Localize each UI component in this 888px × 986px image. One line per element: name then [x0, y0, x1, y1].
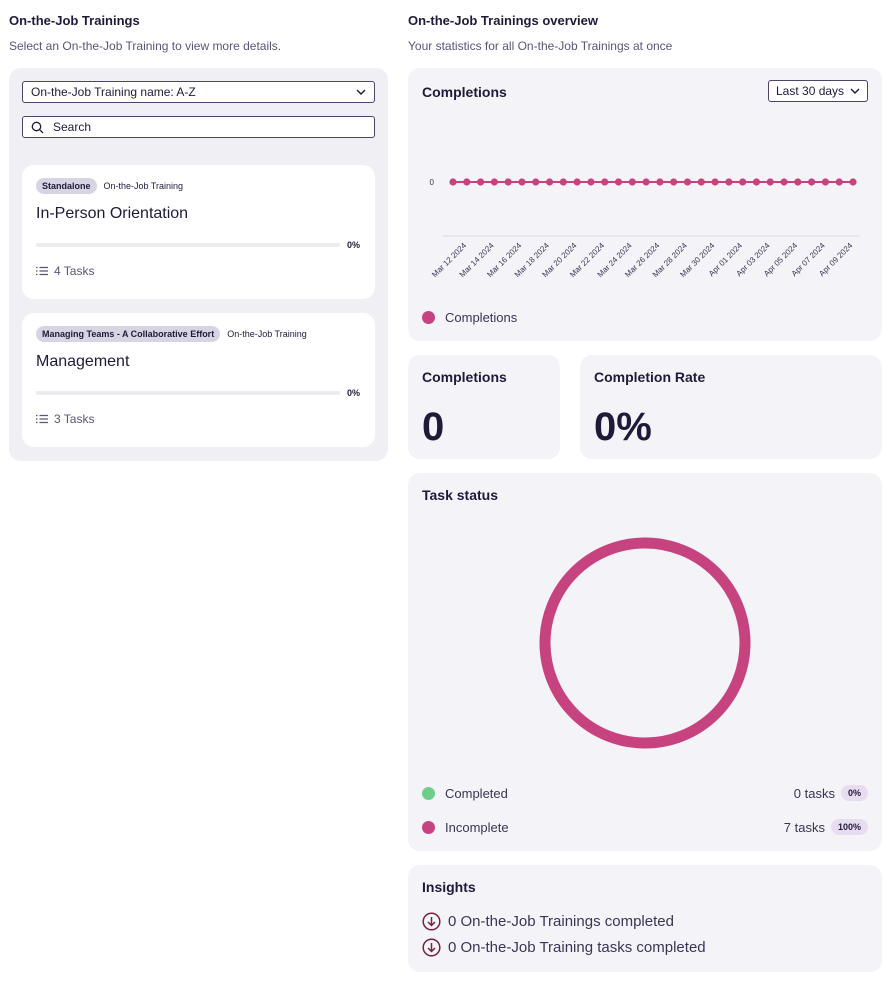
completion-rate-card: Completion Rate 0%	[580, 355, 882, 459]
insight-item: 0 On-the-Job Training tasks completed	[422, 938, 706, 957]
chevron-down-icon	[356, 89, 366, 95]
data-point	[766, 178, 774, 186]
task-status-title: Task status	[422, 487, 498, 503]
data-point	[559, 178, 567, 186]
progress-label: 0%	[347, 240, 361, 250]
section-subtitle: Select an On-the-Job Training to view mo…	[9, 39, 282, 53]
completions-chart-card: Completions Last 30 days 0 Mar 12 2024 Mar…	[408, 68, 882, 341]
legend-label: Completions	[445, 310, 518, 325]
status-percent: 100%	[830, 819, 868, 835]
stat-value: 0%	[594, 405, 652, 449]
status-count: 7 tasks	[783, 819, 825, 835]
status-label: Completed	[445, 785, 508, 801]
trainings-panel: On-the-Job Training name: A-Z Search Sta…	[9, 68, 388, 461]
data-point	[504, 178, 512, 186]
data-point	[518, 178, 526, 186]
progress-bar	[36, 391, 340, 395]
training-badge: Standalone	[36, 178, 97, 194]
data-point	[601, 178, 609, 186]
training-tasks: 4 Tasks	[36, 264, 94, 278]
data-point	[449, 178, 457, 186]
data-point	[794, 178, 802, 186]
section-title: On-the-Job Trainings	[9, 13, 140, 28]
status-completed-row: Completed 0 tasks 0%	[422, 785, 868, 801]
chart-legend: Completions	[422, 310, 517, 325]
data-point	[780, 178, 788, 186]
data-point	[739, 178, 747, 186]
data-point	[808, 178, 816, 186]
chart-title: Completions	[422, 84, 507, 100]
tasks-count: 4 Tasks	[54, 264, 95, 278]
task-status-card: Task status Completed 0 tasks 0% Incompl…	[408, 473, 882, 851]
data-point	[476, 178, 485, 186]
sort-select-value: On-the-Job Training name: A-Z	[31, 85, 196, 99]
insight-item: 0 On-the-Job Trainings completed	[422, 912, 674, 931]
progress-bar	[36, 243, 340, 247]
section-title: On-the-Job Trainings overview	[408, 13, 598, 28]
search-input[interactable]: Search	[22, 116, 375, 138]
training-title: In-Person Orientation	[36, 205, 189, 222]
training-badge: Managing Teams - A Collaborative Effort	[36, 326, 221, 342]
section-subtitle: Your statistics for all On-the-Job Train…	[408, 39, 673, 53]
data-point	[697, 178, 705, 186]
search-placeholder: Search	[53, 120, 92, 134]
training-card[interactable]: Managing Teams - A Collaborative Effort …	[22, 313, 375, 447]
y-tick-label: 0	[430, 178, 435, 187]
search-icon	[31, 121, 44, 134]
data-point	[573, 178, 581, 186]
data-point	[614, 178, 623, 186]
training-title: Management	[36, 353, 130, 370]
data-point	[532, 178, 540, 186]
insight-text: 0 On-the-Job Training tasks completed	[448, 939, 706, 956]
list-icon	[36, 266, 48, 276]
insights-card: Insights 0 On-the-Job Trainings complete…	[408, 865, 882, 972]
date-range-value: Last 30 days	[776, 84, 845, 98]
data-point	[656, 178, 664, 186]
insights-title: Insights	[422, 879, 476, 895]
arrow-down-circle-icon	[422, 912, 441, 931]
completed-swatch	[422, 786, 435, 800]
data-point	[490, 178, 498, 186]
data-point	[725, 178, 733, 186]
data-point	[683, 178, 692, 186]
data-point	[670, 178, 678, 186]
data-point	[587, 178, 595, 186]
data-point	[545, 178, 554, 186]
data-point	[711, 178, 719, 186]
status-incomplete-row: Incomplete 7 tasks 100%	[422, 819, 868, 835]
sort-select[interactable]: On-the-Job Training name: A-Z	[22, 81, 375, 103]
insight-text: 0 On-the-Job Trainings completed	[448, 913, 674, 930]
data-point	[752, 178, 761, 186]
data-point	[849, 178, 857, 186]
status-percent: 0%	[840, 785, 868, 801]
training-card[interactable]: Standalone On-the-Job Training In-Person…	[22, 165, 375, 299]
stat-value: 0	[422, 405, 445, 449]
training-tasks: 3 Tasks	[36, 412, 94, 426]
data-point	[835, 178, 843, 186]
progress-label: 0%	[347, 388, 361, 398]
date-range-select[interactable]: Last 30 days	[768, 80, 868, 102]
tasks-count: 3 Tasks	[54, 412, 95, 426]
list-icon	[36, 414, 48, 424]
status-label: Incomplete	[445, 819, 509, 835]
training-type: On-the-Job Training	[103, 181, 184, 191]
status-count: 0 tasks	[793, 785, 835, 801]
training-type: On-the-Job Training	[227, 329, 307, 339]
incomplete-swatch	[422, 820, 435, 834]
stat-title: Completion Rate	[594, 369, 706, 385]
stat-title: Completions	[422, 369, 507, 385]
arrow-down-circle-icon	[422, 938, 441, 957]
legend-swatch	[422, 311, 435, 324]
data-point	[628, 178, 636, 186]
donut-slice-incomplete	[539, 537, 751, 749]
task-status-donut	[539, 537, 751, 749]
data-point	[821, 178, 830, 186]
data-point	[642, 178, 650, 186]
chevron-down-icon	[850, 88, 860, 94]
data-point	[463, 178, 471, 186]
completions-stat-card: Completions 0	[408, 355, 560, 459]
